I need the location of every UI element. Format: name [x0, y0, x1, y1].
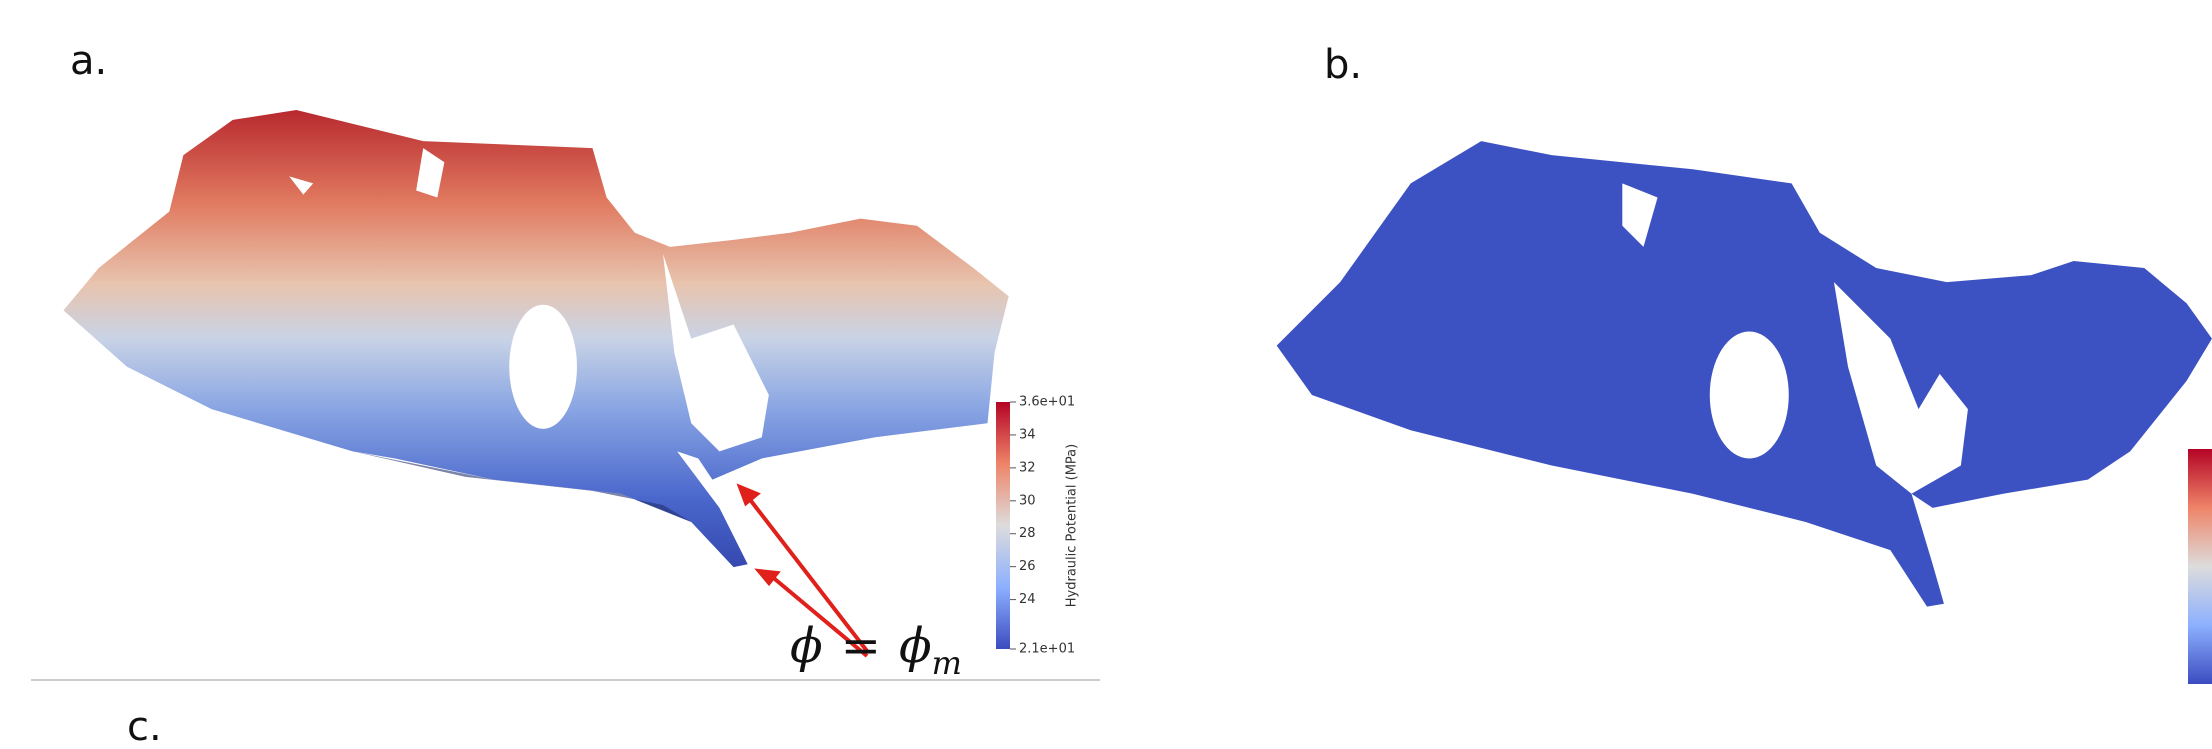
arrow [746, 495, 869, 653]
tick-label: 2.1e+01 [1019, 642, 1075, 657]
panel-b-render [1276, 141, 2212, 607]
hole [663, 253, 769, 452]
panel-label: a. [70, 38, 107, 84]
colorbar-b [2188, 449, 2212, 684]
shadow [352, 451, 692, 522]
colorbar-title: Hydraulic Potential (MPa) [1065, 444, 1080, 607]
tick-label: 3.6e+01 [1019, 395, 1075, 410]
hole [289, 176, 314, 195]
hole [1833, 282, 1968, 494]
hole [1709, 331, 1789, 459]
arrows [736, 483, 869, 658]
eq-op: = [841, 618, 881, 674]
hole [1622, 183, 1658, 247]
tick-label: 28 [1019, 526, 1036, 541]
hole [509, 304, 577, 429]
eq-lhs: ϕ [790, 618, 823, 674]
arrow [768, 573, 869, 658]
colorbar-a: 3.6e+01 34 32 30 28 26 24 2.1e+01 Hydraulic Pote… [996, 395, 1080, 657]
panel-label: c. [127, 704, 162, 749]
tick-label: 24 [1019, 592, 1036, 607]
equation: ϕ = ϕm [790, 618, 962, 682]
panel-a-render [63, 110, 1009, 568]
arrow-head [736, 483, 761, 507]
tick-label: 34 [1019, 427, 1036, 442]
tick-label: 26 [1019, 559, 1036, 574]
eq-sub: m [932, 644, 962, 682]
panel-label: b. [1324, 42, 1362, 88]
tick-label: 30 [1019, 493, 1036, 508]
eq-rhs: ϕ [899, 618, 932, 674]
tick-label: 32 [1019, 460, 1036, 475]
arrow-head [754, 568, 781, 587]
colorbar-scale [996, 402, 1010, 649]
hole [416, 148, 445, 198]
